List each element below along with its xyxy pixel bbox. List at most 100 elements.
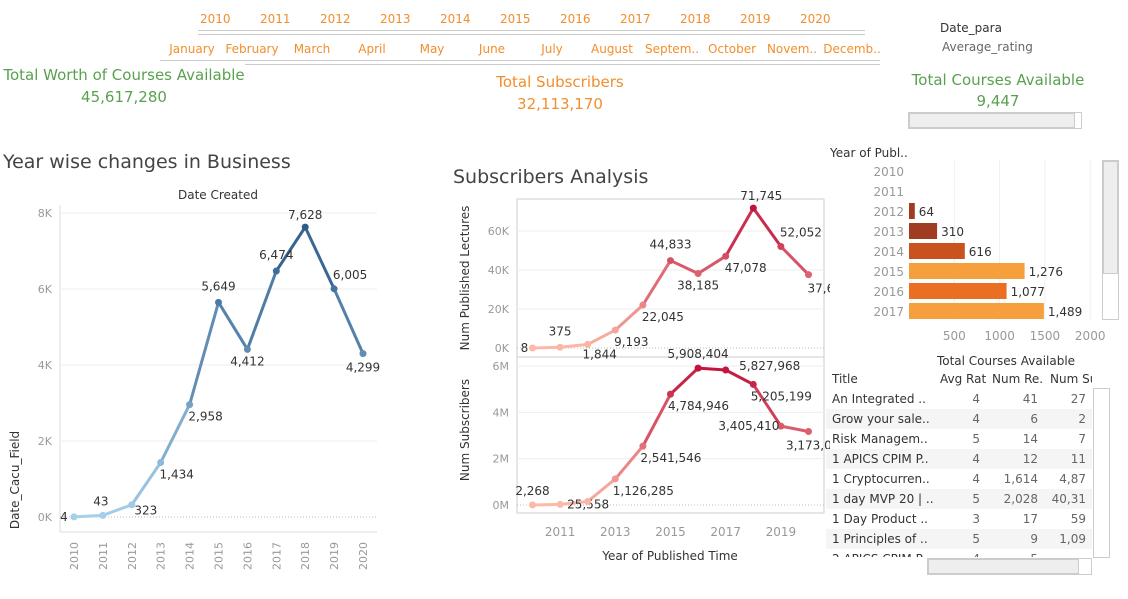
data-label: 52,052 — [780, 225, 822, 239]
data-point — [128, 501, 136, 509]
data-point — [529, 501, 536, 509]
column-header[interactable]: Title — [826, 369, 934, 389]
param-rating[interactable]: Average_rating — [942, 40, 1033, 54]
data-point — [556, 343, 564, 351]
line-segment — [275, 226, 307, 272]
line-segment — [102, 503, 133, 517]
year-filter-2020[interactable]: 2020 — [800, 12, 831, 26]
data-label: 5,205,199 — [751, 389, 812, 403]
data-point — [330, 285, 338, 293]
month-filter-item[interactable]: February — [225, 42, 279, 56]
table-cell: 1 Cryptocurren.. — [832, 472, 930, 486]
scrollbar-thumb[interactable] — [909, 113, 1075, 128]
year-filter-2011[interactable]: 2011 — [260, 12, 291, 26]
data-label: 71,745 — [740, 190, 782, 203]
line-segment — [586, 477, 617, 503]
year-filter-2018[interactable]: 2018 — [680, 12, 711, 26]
year-filter-2013[interactable]: 2013 — [380, 12, 411, 26]
column-header[interactable]: Num Su — [1044, 369, 1092, 389]
x-tick-label: 2013 — [600, 525, 631, 539]
table-row[interactable]: Risk Managem.. 5 14 7 — [826, 429, 1092, 449]
table-row[interactable]: An Integrated .. 4 41 27 — [826, 389, 1092, 409]
month-filter-item[interactable]: March — [293, 42, 331, 56]
y-tick-label: 6K — [38, 283, 53, 296]
subscribers-chart-title: Subscribers Analysis — [453, 166, 649, 188]
y-tick-label: 0K — [38, 511, 53, 524]
data-point — [639, 301, 647, 309]
line-segment — [130, 461, 162, 506]
line-segment — [532, 502, 561, 507]
table-cell: 4 — [972, 472, 980, 486]
table-horizontal-scrollbar[interactable] — [927, 558, 1092, 575]
table-row[interactable]: Grow your sale.. 4 6 2 — [826, 409, 1092, 429]
bar — [909, 303, 1044, 319]
month-filter-item[interactable]: June — [478, 42, 506, 56]
horizontal-scrollbar[interactable] — [908, 112, 1082, 129]
data-point — [272, 267, 280, 275]
table-row[interactable]: 1 APICS CPIM P.. 4 12 11 — [826, 449, 1092, 469]
data-label: 44,833 — [650, 238, 692, 252]
table-row[interactable]: 1 Day Product .. 3 17 59 — [826, 509, 1092, 529]
x-tick-label: 2020 — [357, 542, 370, 570]
table-cell: 2 APICS CPIM P.. — [826, 549, 934, 557]
table-row[interactable]: 1 Cryptocurren.. 4 1,614 4,87 — [826, 469, 1092, 489]
year-filter-2012[interactable]: 2012 — [320, 12, 351, 26]
table-cell: 11 — [1044, 449, 1092, 469]
kpi-courses-value: 9,447 — [976, 92, 1020, 110]
year-filter-2016[interactable]: 2016 — [560, 12, 591, 26]
x-tick-label: 2014 — [184, 542, 197, 570]
table-row[interactable]: 1 Principles of .. 5 9 1,09 — [826, 529, 1092, 549]
table-cell: 5 — [986, 549, 1044, 557]
column-header[interactable]: Num Re.. — [986, 369, 1044, 389]
line-segment — [188, 301, 220, 406]
month-filter-item[interactable]: Septem.. — [644, 42, 700, 56]
line-segment — [780, 424, 809, 433]
x-tick-label: 2015 — [655, 525, 686, 539]
month-filter-item[interactable]: August — [591, 42, 633, 56]
data-point — [749, 204, 757, 212]
param-date[interactable]: Date_para — [940, 21, 1002, 35]
table-row[interactable]: 2 APICS CPIM P..45 — [826, 549, 1092, 557]
month-filter-item[interactable]: October — [707, 42, 757, 56]
bar — [909, 263, 1025, 279]
x-tick-label: 1000 — [984, 329, 1015, 343]
month-filter-item[interactable]: January — [169, 42, 215, 56]
bar-chart-scrollbar[interactable] — [1102, 160, 1119, 320]
month-filter-item[interactable]: Decemb.. — [823, 42, 881, 56]
line-segment — [641, 393, 672, 447]
line-segment — [724, 207, 755, 257]
table-cell: 4 — [934, 409, 986, 429]
table-cell: 27 — [1070, 392, 1086, 406]
business-chart-title: Year wise changes in Business — [3, 151, 291, 173]
data-label: 43 — [93, 494, 108, 508]
table-row[interactable]: 1 day MVP 20 | .. 5 2,028 40,31 — [826, 489, 1092, 509]
x-tick-label: 1500 — [1030, 329, 1061, 343]
scrollbar-thumb[interactable] — [928, 559, 1079, 574]
column-header[interactable]: Avg Rat.. — [934, 369, 986, 389]
year-filter-2015[interactable]: 2015 — [500, 12, 531, 26]
data-label: 616 — [969, 245, 992, 259]
month-filter-item[interactable]: May — [419, 42, 445, 56]
year-filter-2014[interactable]: 2014 — [440, 12, 471, 26]
data-point — [359, 350, 367, 358]
month-filter-item[interactable]: Novem.. — [766, 42, 818, 56]
year-filter-2010[interactable]: 2010 — [200, 12, 231, 26]
data-point — [301, 223, 309, 231]
year-filter-2017[interactable]: 2017 — [620, 12, 651, 26]
x-tick-label: 2010 — [68, 542, 81, 570]
line-segment — [669, 259, 699, 275]
data-point — [749, 380, 757, 388]
table-vertical-scrollbar[interactable] — [1093, 388, 1110, 558]
table-cell: 40,31 — [1044, 489, 1092, 509]
table-cell: 14 — [1022, 432, 1038, 446]
divider — [198, 30, 865, 31]
x-tick-label: 2013 — [155, 542, 168, 570]
scrollbar-thumb[interactable] — [1103, 161, 1118, 274]
month-filter-item[interactable]: April — [358, 42, 386, 56]
y-tick-label: 2015 — [873, 265, 904, 279]
data-label: 375 — [549, 324, 572, 338]
y-tick-label: 20K — [488, 303, 510, 316]
data-label: 1,077 — [1011, 285, 1045, 299]
month-filter-item[interactable]: July — [541, 42, 563, 56]
year-filter-2019[interactable]: 2019 — [740, 12, 771, 26]
